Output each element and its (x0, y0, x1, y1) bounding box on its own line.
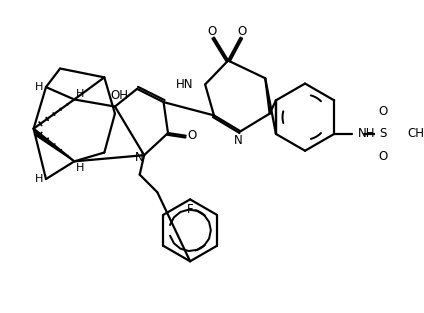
Text: O: O (237, 25, 247, 38)
Text: O: O (208, 25, 217, 38)
Text: H: H (35, 174, 43, 184)
Text: O: O (378, 105, 388, 118)
Text: N: N (135, 151, 144, 164)
Text: H: H (75, 163, 84, 173)
Text: O: O (187, 129, 196, 142)
Text: NH: NH (358, 127, 376, 141)
Text: N: N (234, 134, 243, 147)
Text: OH: OH (110, 89, 128, 101)
Text: F: F (187, 203, 193, 216)
Text: H: H (75, 89, 84, 99)
Text: CH₃: CH₃ (407, 127, 424, 141)
Text: HN: HN (176, 78, 194, 91)
Text: S: S (379, 127, 386, 141)
Polygon shape (34, 132, 74, 162)
Text: H: H (35, 82, 43, 92)
Text: O: O (378, 150, 388, 162)
